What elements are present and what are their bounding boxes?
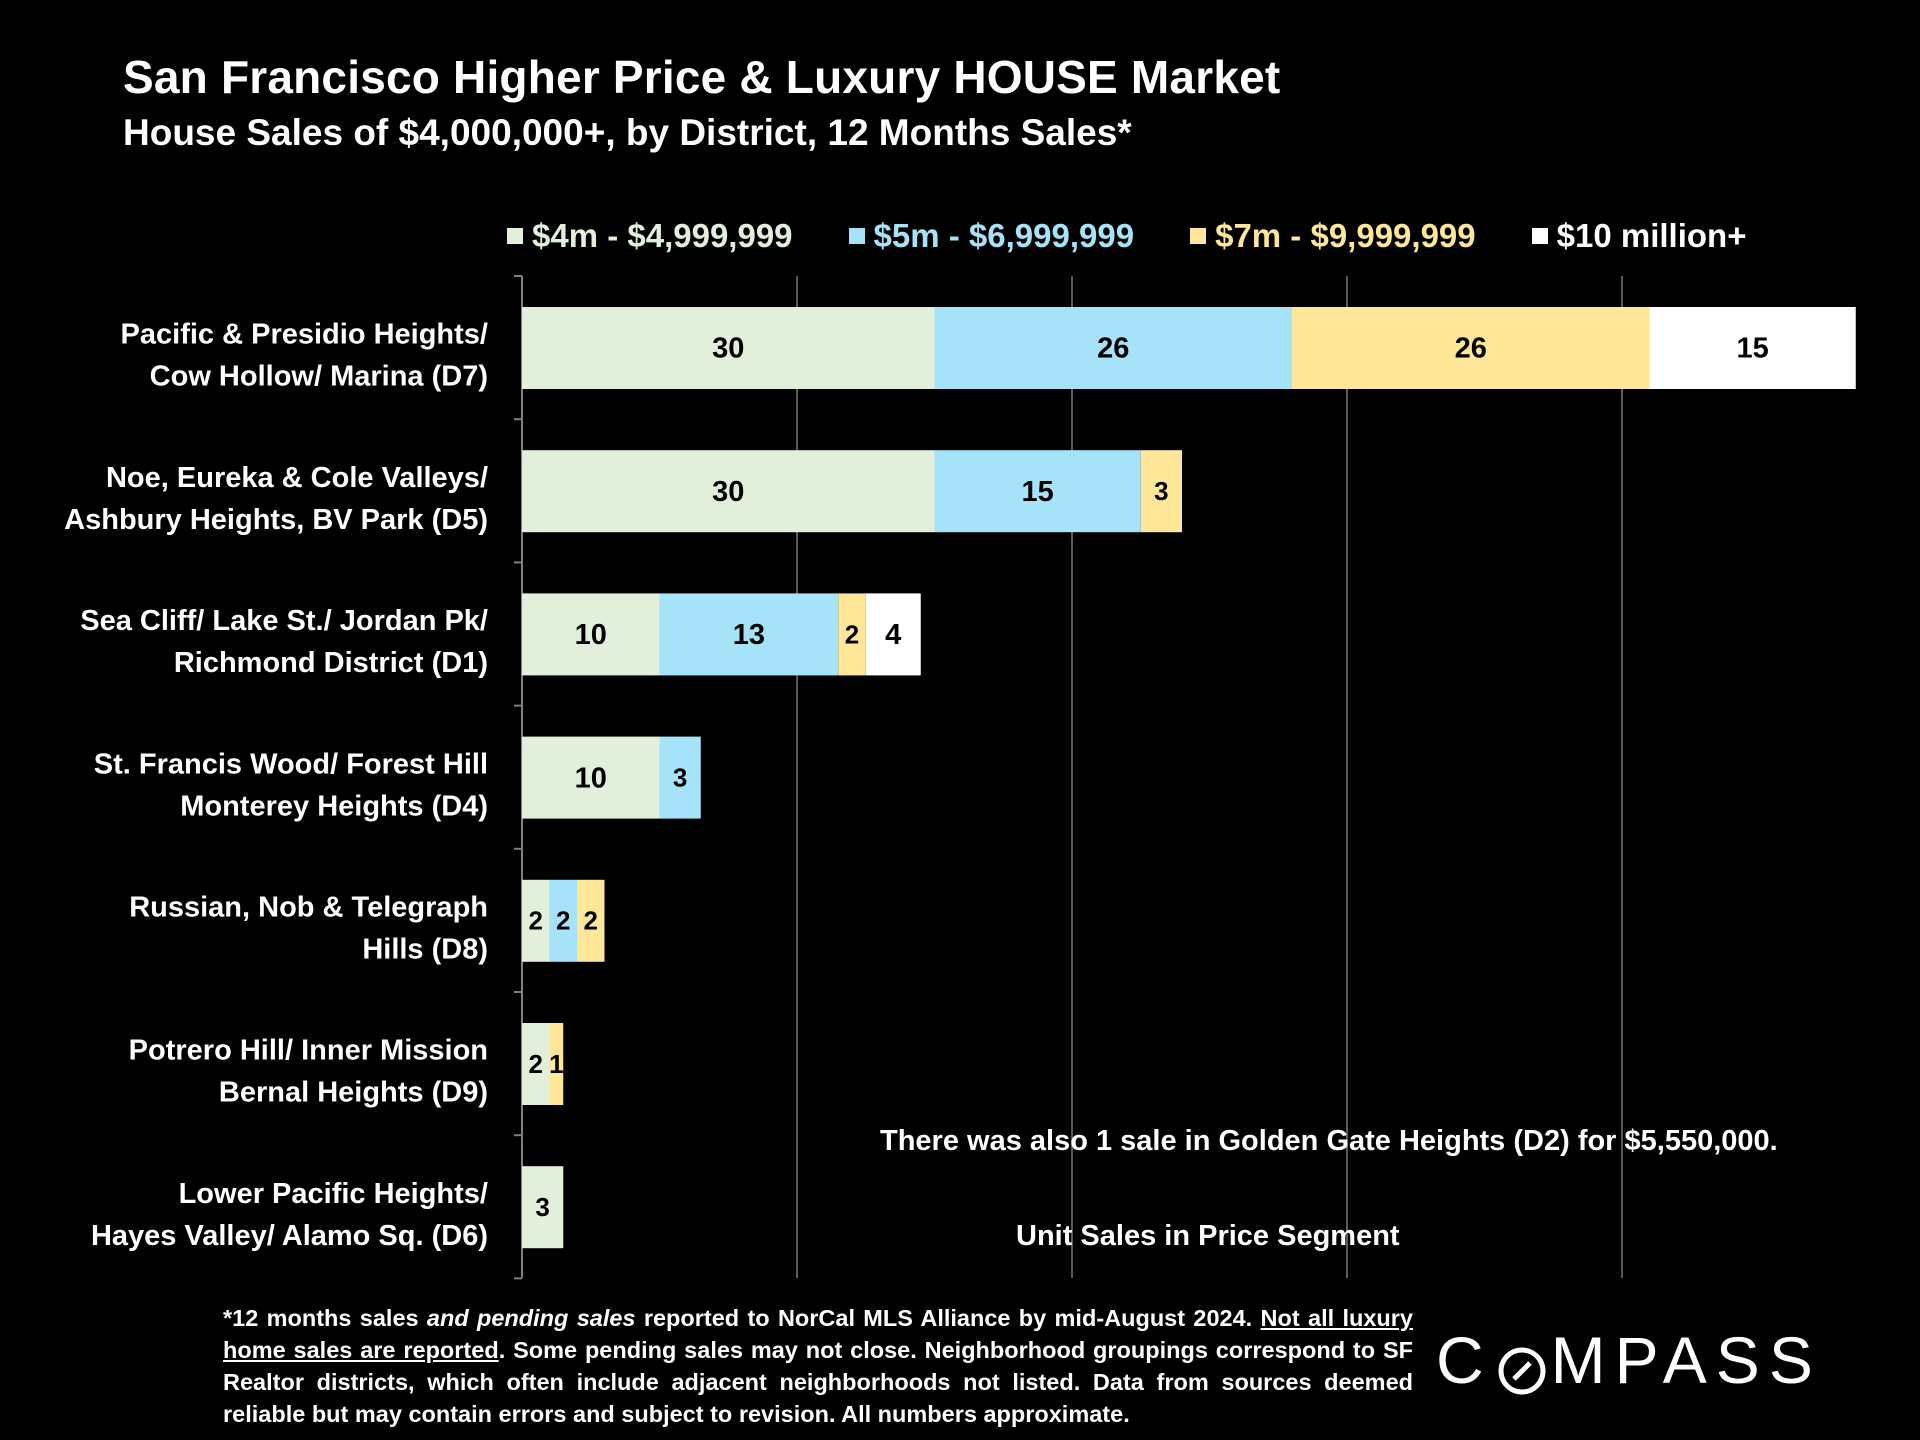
data-label: 13 xyxy=(733,619,765,651)
category-label: Cow Hollow/ Marina (D7) xyxy=(150,361,488,393)
footnote-part-2: and pending sales xyxy=(426,1305,636,1331)
bar-segment xyxy=(522,1166,564,1249)
data-label: 30 xyxy=(712,333,744,365)
bar-segment xyxy=(577,879,605,962)
data-label: 10 xyxy=(575,762,607,794)
category-label: Lower Pacific Heights/ xyxy=(179,1178,488,1210)
bar-segment xyxy=(865,593,921,676)
data-label: 4 xyxy=(885,619,901,651)
bar-segment xyxy=(522,736,660,819)
category-label: Bernal Heights (D9) xyxy=(219,1077,488,1109)
chart-subtitle: House Sales of $4,000,000+, by District,… xyxy=(123,112,1132,153)
data-label: 1 xyxy=(549,1049,563,1079)
footnote-part-1: *12 months sales xyxy=(223,1305,427,1331)
footnote-part-3: reported to NorCal MLS Alliance by mid-A… xyxy=(635,1305,1261,1331)
logo-o-icon xyxy=(1497,1335,1547,1395)
bar-segment xyxy=(522,450,935,533)
data-label: 2 xyxy=(584,906,598,936)
legend-label-5m: $5m - $6,999,999 xyxy=(873,217,1135,254)
data-label: 15 xyxy=(1021,476,1053,508)
bar-segment xyxy=(549,1023,564,1105)
footnote-part-5: . Some pending sales may not close. Neig… xyxy=(223,1337,1413,1427)
legend-label-7m: $7m - $9,999,999 xyxy=(1215,217,1476,254)
bar-segment xyxy=(1140,450,1182,533)
category-label: St. Francis Wood/ Forest Hill xyxy=(94,748,488,780)
stacked-bar-chart: Pacific & Presidio Heights/Cow Hollow/ M… xyxy=(64,275,1856,1280)
bar-segment xyxy=(1292,307,1650,389)
category-label: Hayes Valley/ Alamo Sq. (D6) xyxy=(91,1220,488,1252)
bar-segment xyxy=(522,879,550,962)
bar-segment xyxy=(1649,307,1856,389)
chart-legend: $4m - $4,999,999 $5m - $6,999,999 $7m - … xyxy=(507,214,1746,258)
legend-item-5m: $5m - $6,999,999 xyxy=(848,217,1135,255)
bar-segment xyxy=(659,593,839,676)
data-label: 2 xyxy=(845,619,859,649)
data-label: 26 xyxy=(1455,333,1487,365)
category-label: Noe, Eureka & Cole Valleys/ xyxy=(106,462,488,494)
category-label: Pacific & Presidio Heights/ xyxy=(121,319,488,351)
legend-item-10m: $10 million+ xyxy=(1531,217,1747,255)
data-label: 3 xyxy=(1154,476,1168,506)
category-label: Russian, Nob & Telegraph xyxy=(129,891,488,923)
legend-swatch-10m xyxy=(1531,228,1548,244)
legend-label-10m: $10 million+ xyxy=(1556,217,1747,254)
category-label: Ashbury Heights, BV Park (D5) xyxy=(64,504,488,536)
bar-segment xyxy=(838,593,866,676)
bar-segment xyxy=(934,450,1141,533)
bar-segment xyxy=(522,593,660,676)
legend-item-7m: $7m - $9,999,999 xyxy=(1190,217,1476,255)
data-label: 15 xyxy=(1736,333,1768,365)
data-label: 30 xyxy=(712,476,744,508)
legend-swatch-5m xyxy=(848,228,865,244)
bar-segment xyxy=(659,736,701,819)
logo-text-left: C xyxy=(1436,1323,1493,1397)
data-label: 3 xyxy=(673,762,687,792)
legend-item-4m: $4m - $4,999,999 xyxy=(507,217,793,255)
category-label: Monterey Heights (D4) xyxy=(180,790,488,822)
bar-segment xyxy=(522,307,935,389)
legend-swatch-7m xyxy=(1190,228,1207,244)
footnote: *12 months sales and pending sales repor… xyxy=(223,1302,1413,1430)
logo-text-right: MPASS xyxy=(1550,1323,1822,1397)
bar-segment xyxy=(522,1023,550,1105)
data-label: 26 xyxy=(1097,333,1129,365)
legend-label-4m: $4m - $4,999,999 xyxy=(532,217,793,254)
category-label: Hills (D8) xyxy=(362,933,488,965)
data-label: 2 xyxy=(556,906,570,936)
legend-swatch-4m xyxy=(507,228,523,244)
data-label: 2 xyxy=(529,1049,543,1079)
footnote-part-4: Not all luxury home sales are reported xyxy=(223,1305,1413,1363)
category-label: Potrero Hill/ Inner Mission xyxy=(129,1035,488,1067)
compass-logo: C MPASS xyxy=(1436,1322,1822,1398)
x-axis-label: Unit Sales in Price Segment xyxy=(1016,1220,1400,1252)
category-label: Richmond District (D1) xyxy=(174,647,488,679)
data-label: 2 xyxy=(529,906,543,936)
chart-title: San Francisco Higher Price & Luxury HOUS… xyxy=(123,51,1281,103)
data-label: 3 xyxy=(535,1192,549,1222)
bar-segment xyxy=(934,307,1292,389)
annotation-note: There was also 1 sale in Golden Gate Hei… xyxy=(880,1125,1778,1157)
data-label: 10 xyxy=(575,619,607,651)
category-label: Sea Cliff/ Lake St./ Jordan Pk/ xyxy=(80,605,488,637)
bar-segment xyxy=(549,879,577,962)
